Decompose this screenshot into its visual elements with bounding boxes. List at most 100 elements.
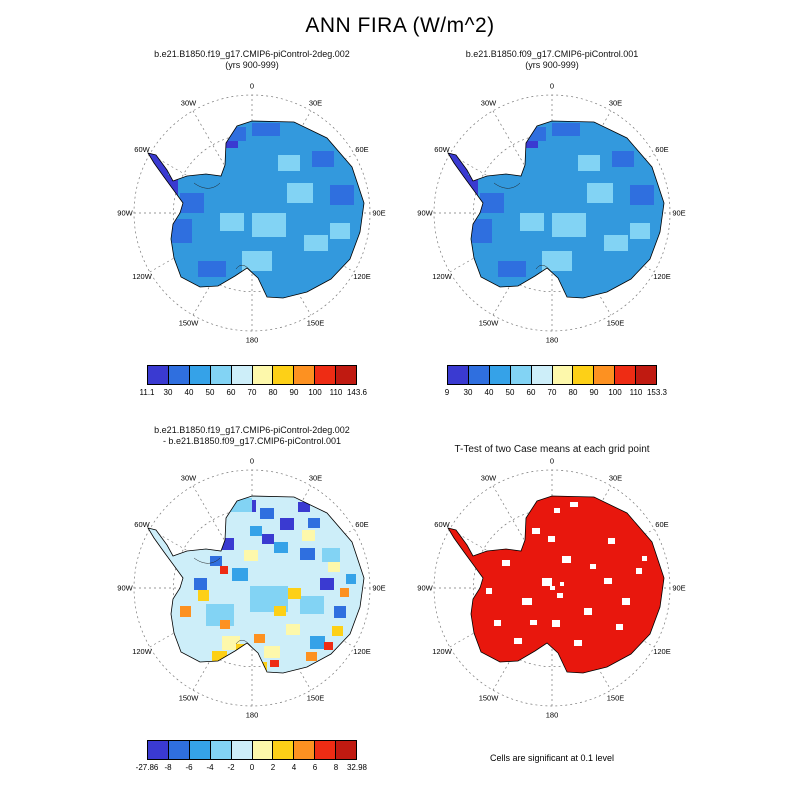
colorbar-tick-label: -4 [206, 763, 214, 772]
colorbar-cell [315, 741, 337, 759]
panel-diff-title: b.e21.B1850.f19_g17.CMIP6-piControl-2deg… [102, 425, 402, 447]
colorbar-tick-label: 0 [249, 763, 255, 772]
colorbar-tick-label: 80 [268, 388, 278, 397]
colorbar-tick-label: 9 [444, 388, 450, 397]
panel-case1-subtitle: (yrs 900-999) [225, 60, 279, 70]
map-svg-case1: 0 30E 60E 90E 120E 150E 180 150W 120W 90W 60W 30W [117, 82, 385, 345]
colorbar-cell [336, 741, 357, 759]
panel-diff-title-line1: b.e21.B1850.f19_g17.CMIP6-piControl-2deg… [154, 425, 350, 435]
colorbar-tick-label: 50 [505, 388, 515, 397]
colorbar-cell [294, 366, 316, 384]
colorbar-cell [315, 366, 337, 384]
colorbar-tick-label: 100 [308, 388, 322, 397]
colorbar-tick-label: 100 [608, 388, 622, 397]
panel-case1-title: b.e21.B1850.f19_g17.CMIP6-piControl-2deg… [102, 49, 402, 71]
meridian-label: 30W [181, 474, 197, 483]
meridian-label: 120W [132, 272, 153, 281]
map-svg-diff: 0 30E 60E 90E 120E 150E 180 150W 120W 90W 60W 30W [117, 457, 385, 720]
panel-ttest-title-line1: T-Test of two Case means at each grid po… [454, 444, 650, 455]
panel-case2-subtitle: (yrs 900-999) [525, 60, 579, 70]
meridian-label: 60E [355, 145, 368, 154]
meridian-label: 0 [550, 82, 554, 91]
colorbar-cell [294, 741, 316, 759]
colorbar-tick-label: -2 [227, 763, 235, 772]
meridian-label: 60E [655, 145, 668, 154]
map-diff: 0 30E 60E 90E 120E 150E 180 150W 120W 90W 60W 30W [102, 438, 402, 738]
meridian-label: 90W [417, 209, 433, 218]
colorbar-tick-label: 90 [289, 388, 299, 397]
field-patches [448, 123, 654, 277]
colorbar-cell [531, 366, 553, 384]
meridian-label: 0 [550, 457, 554, 466]
colorbar-tick-label: -8 [164, 763, 172, 772]
colorbar-cells [147, 740, 357, 760]
colorbar-cell [231, 366, 253, 384]
colorbar-cell [615, 366, 637, 384]
coastline-outline [147, 120, 365, 299]
meridian-label: 180 [546, 711, 559, 720]
panel-case1-title-line1: b.e21.B1850.f19_g17.CMIP6-piControl-2deg… [154, 49, 350, 59]
colorbar-cell [231, 741, 253, 759]
colorbar-tick-label: 153.3 [646, 388, 668, 397]
colorbar-cell [252, 741, 274, 759]
colorbar-cell [168, 366, 190, 384]
meridian-label: 180 [246, 711, 259, 720]
colorbar-tick-label: 2 [270, 763, 276, 772]
colorbar-cell [148, 741, 169, 759]
meridian-label: 0 [250, 82, 254, 91]
meridian-label: 60W [134, 145, 150, 154]
meridian-label: 120E [353, 272, 371, 281]
meridian-label: 60W [134, 520, 150, 529]
colorbar-cell [148, 366, 169, 384]
colorbar-tick-label: 6 [312, 763, 318, 772]
meridian-label: 150E [607, 693, 625, 702]
colorbar-tick-labels: 11.1 30 40 50 60 70 80 90 100 110 143.6 [140, 385, 368, 397]
colorbar-tick-label: -6 [185, 763, 193, 772]
meridian-label: 90E [372, 209, 385, 218]
meridian-labels: 0 30E 60E 90E 120E 150E 180 150W 120W 90W 60W 30W [117, 82, 385, 345]
coastline-outline [147, 495, 365, 674]
colorbar-cell [552, 366, 574, 384]
colorbar-tick-label: -27.86 [135, 763, 159, 772]
meridian-label: 30E [609, 474, 622, 483]
colorbar-tick-label: 110 [629, 388, 643, 397]
colorbar-cells [147, 365, 357, 385]
colorbar-tick-label: 32.98 [346, 763, 368, 772]
meridian-label: 150W [179, 318, 200, 327]
meridian-label: 30E [309, 99, 322, 108]
meridian-label: 120W [432, 647, 453, 656]
colorbar-tick-label: 50 [205, 388, 215, 397]
colorbar-cell [468, 366, 490, 384]
map-svg-ttest: 0 30E 60E 90E 120E 150E 180 150W 120W 90W 60W 30W [417, 457, 685, 720]
meridian-label: 0 [250, 457, 254, 466]
panel-ttest-title: T-Test of two Case means at each grid po… [402, 444, 702, 455]
colorbar-cell [252, 366, 274, 384]
meridian-label: 60W [434, 145, 450, 154]
colorbar-tick-label: 40 [184, 388, 194, 397]
colorbar-cell [489, 366, 511, 384]
colorbar-tick-label: 70 [547, 388, 557, 397]
meridian-label: 30W [181, 99, 197, 108]
meridian-label: 150E [607, 318, 625, 327]
colorbar-diff: -27.86 -8 -6 -4 -2 0 2 4 6 8 32.98 [136, 740, 367, 776]
colorbar-cell [573, 366, 595, 384]
map-case1: 0 30E 60E 90E 120E 150E 180 150W 120W 90W 60W 30W [102, 63, 402, 363]
colorbar-cell [189, 741, 211, 759]
meridian-label: 150W [179, 693, 200, 702]
colorbar-cell [636, 366, 657, 384]
antarctica-fill [448, 121, 664, 298]
panel-case2-title: b.e21.B1850.f09_g17.CMIP6-piControl.001 … [402, 49, 702, 71]
colorbar-tick-label: 110 [329, 388, 343, 397]
colorbar-tick-label: 40 [484, 388, 494, 397]
meridian-label: 30E [309, 474, 322, 483]
meridian-label: 30W [481, 474, 497, 483]
map-svg-case2: 0 30E 60E 90E 120E 150E 180 150W 120W 90W 60W 30W [417, 82, 685, 345]
significance-note: Cells are significant at 0.1 level [489, 753, 615, 763]
meridian-labels: 0 30E 60E 90E 120E 150E 180 150W 120W 90W 60W 30W [417, 82, 685, 345]
colorbar-cell [448, 366, 469, 384]
colorbar-tick-label: 8 [333, 763, 339, 772]
colorbar-cell [189, 366, 211, 384]
colorbar-tick-label: 11.1 [139, 388, 155, 397]
meridian-label: 90E [672, 584, 685, 593]
colorbar-case2: 9 30 40 50 60 70 80 90 100 110 153.3 [444, 365, 667, 401]
